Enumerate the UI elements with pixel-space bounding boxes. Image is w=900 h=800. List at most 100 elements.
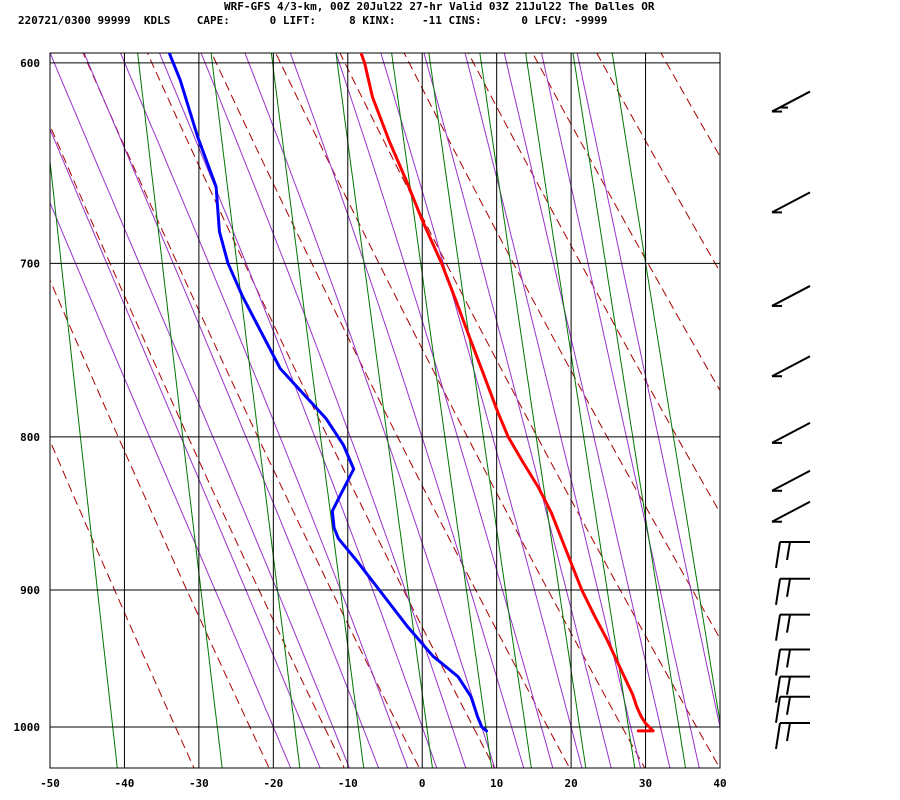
wind-barb <box>775 648 810 676</box>
moist-adiabat-line <box>423 53 612 768</box>
dry-adiabat-line <box>603 0 900 800</box>
dry-adiabat-line <box>596 53 720 273</box>
wind-barb <box>771 90 811 113</box>
dry-adiabat-line <box>489 0 900 800</box>
moist-adiabat-line <box>335 53 554 768</box>
x-tick-label: -30 <box>189 777 209 790</box>
wind-barb-shaft <box>771 500 811 523</box>
dry-adiabat-line <box>660 53 720 158</box>
wind-barb-flag <box>775 676 781 703</box>
y-tick-label: 600 <box>20 57 40 70</box>
wind-barb <box>771 285 811 307</box>
wind-barb-flag <box>775 614 781 641</box>
wind-barb-shaft <box>771 355 811 378</box>
mixing-ratio-line <box>525 53 636 768</box>
dry-adiabat-line <box>275 53 646 768</box>
wind-barb <box>771 500 811 523</box>
moist-adiabat-line <box>244 53 496 768</box>
temperature-profile-line <box>359 53 655 733</box>
wind-barb <box>775 613 810 641</box>
wind-barb <box>771 191 811 214</box>
wind-barb-shaft <box>771 285 811 307</box>
y-tick-label: 900 <box>20 584 40 597</box>
x-tick-label: 20 <box>564 777 577 790</box>
wind-barb-shaft <box>771 422 811 444</box>
dry-adiabat-line <box>403 53 720 640</box>
wind-barb-flag <box>775 722 781 750</box>
mixing-ratio-line <box>428 53 532 768</box>
x-tick-label: -10 <box>338 777 358 790</box>
mixing-ratio-line <box>479 53 587 768</box>
wind-barb <box>775 722 810 750</box>
dry-adiabat-line <box>432 0 900 800</box>
x-tick-label: -40 <box>115 777 135 790</box>
dry-adiabat-line <box>717 0 900 800</box>
wind-barb <box>775 577 810 605</box>
x-tick-label: -20 <box>263 777 283 790</box>
axis-tick-labels: -50-40-30-20-100102030404005006007008009… <box>14 57 727 790</box>
x-tick-label: 40 <box>713 777 726 790</box>
dry-adiabat-line <box>211 53 571 768</box>
wind-barb-shaft <box>771 191 811 214</box>
dry-adiabat-line <box>82 53 420 768</box>
moist-adiabat-line <box>158 53 438 768</box>
y-tick-label: 1000 <box>14 721 41 734</box>
moist-adiabat-line <box>380 53 583 768</box>
x-tick-label: 0 <box>419 777 426 790</box>
moist-adiabat-line <box>464 53 642 768</box>
wind-barb-flag <box>786 696 791 715</box>
dewpoint-profile-line <box>167 53 488 733</box>
moist-adiabat-line <box>119 53 409 768</box>
dry-adiabat-line <box>888 0 900 800</box>
sounding-profiles <box>167 53 655 733</box>
mixing-ratio-line <box>50 156 118 768</box>
wind-barb-shaft <box>771 90 811 113</box>
wind-barb <box>775 675 810 703</box>
mixing-ratio-line <box>335 53 433 768</box>
mixing-ratio-line <box>611 53 720 725</box>
dry-adiabat-line <box>50 278 270 768</box>
mixing-ratio-line <box>210 53 301 768</box>
sounding-stats-line: 220721/0300 99999 KDLS CAPE: 0 LIFT: 8 K… <box>18 14 608 27</box>
wind-barb-flag <box>775 696 781 723</box>
y-tick-label: 800 <box>20 431 40 444</box>
plot-frame <box>49 52 721 769</box>
moist-adiabat-line <box>50 201 292 768</box>
chart-title: WRF-GFS 4/3-km, 00Z 20Jul22 27-hr Valid … <box>224 0 655 13</box>
mixing-ratio-line <box>391 53 493 768</box>
dry-adiabat-line <box>50 124 345 768</box>
wind-barb-shaft <box>771 469 811 492</box>
mixing-ratio-line <box>137 53 223 768</box>
y-tick-label: 700 <box>20 257 40 270</box>
dry-adiabat-line <box>831 0 900 800</box>
dry-adiabat-line <box>774 0 900 800</box>
wind-barb-flag <box>786 541 791 561</box>
moist-adiabat-line <box>576 53 720 730</box>
dry-adiabat-line <box>467 53 720 514</box>
dry-adiabat-line <box>339 53 720 768</box>
moist-adiabat-line <box>50 53 350 768</box>
mixing-ratio-line <box>270 53 365 768</box>
wind-barb-flag <box>786 649 791 668</box>
wind-barb-flag <box>786 722 791 742</box>
moist-adiabat-line <box>83 53 380 768</box>
grid-lines <box>50 53 720 768</box>
wind-barb-column <box>771 90 811 750</box>
mixing-ratio-line <box>572 53 687 768</box>
dry-adiabat-line <box>546 0 900 800</box>
moist-adiabat-line <box>541 53 700 768</box>
moist-adiabat-line <box>503 53 671 768</box>
x-tick-label: 30 <box>639 777 652 790</box>
x-tick-label: 10 <box>490 777 503 790</box>
wind-barb <box>771 422 811 444</box>
moist-adiabat-line <box>50 128 321 768</box>
wind-barb <box>771 355 811 378</box>
wind-barb <box>775 695 810 723</box>
wind-barb-flag <box>786 614 791 633</box>
moist-adiabat-line <box>289 53 525 768</box>
wind-barb <box>771 469 811 492</box>
wind-barb-flag <box>775 578 781 605</box>
wind-barb-flag <box>786 578 791 597</box>
